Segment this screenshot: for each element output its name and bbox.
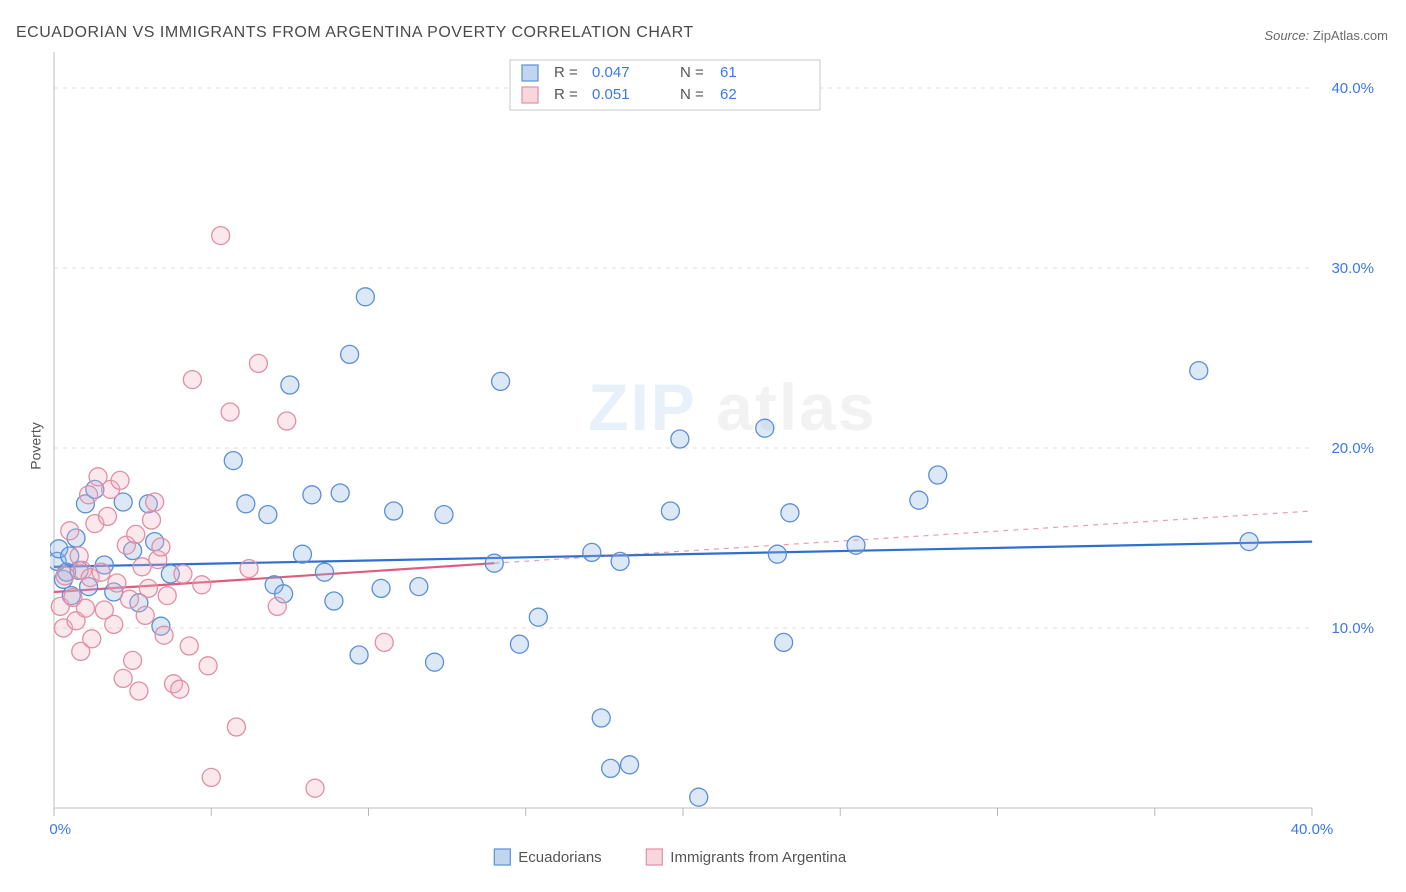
scatter-chart: 10.0%20.0%30.0%40.0%ZIPatlas0.0%40.0%R =… xyxy=(50,52,1382,840)
plot-svg: 10.0%20.0%30.0%40.0%ZIPatlas0.0%40.0%R =… xyxy=(50,52,1382,880)
svg-text:N =: N = xyxy=(680,64,704,81)
svg-text:20.0%: 20.0% xyxy=(1331,440,1374,457)
svg-text:10.0%: 10.0% xyxy=(1331,620,1374,637)
chart-title: ECUADORIAN VS IMMIGRANTS FROM ARGENTINA … xyxy=(16,24,694,42)
svg-text:30.0%: 30.0% xyxy=(1331,260,1374,277)
svg-text:N =: N = xyxy=(680,86,704,103)
svg-text:0.047: 0.047 xyxy=(592,64,630,81)
svg-text:R =: R = xyxy=(554,64,578,81)
svg-text:62: 62 xyxy=(720,86,737,103)
svg-text:R =: R = xyxy=(554,86,578,103)
svg-text:61: 61 xyxy=(720,64,737,81)
svg-text:40.0%: 40.0% xyxy=(1331,80,1374,97)
source-attribution: Source: ZipAtlas.com xyxy=(1264,28,1388,43)
svg-text:Ecuadorians: Ecuadorians xyxy=(518,849,601,866)
svg-text:0.051: 0.051 xyxy=(592,86,630,103)
svg-text:0.0%: 0.0% xyxy=(50,821,71,838)
source-label: Source: xyxy=(1264,28,1309,43)
svg-text:atlas: atlas xyxy=(716,370,876,444)
svg-text:40.0%: 40.0% xyxy=(1291,821,1334,838)
y-axis-label: Poverty xyxy=(28,422,44,469)
svg-text:Immigrants from Argentina: Immigrants from Argentina xyxy=(670,849,847,866)
source-value: ZipAtlas.com xyxy=(1313,28,1388,43)
